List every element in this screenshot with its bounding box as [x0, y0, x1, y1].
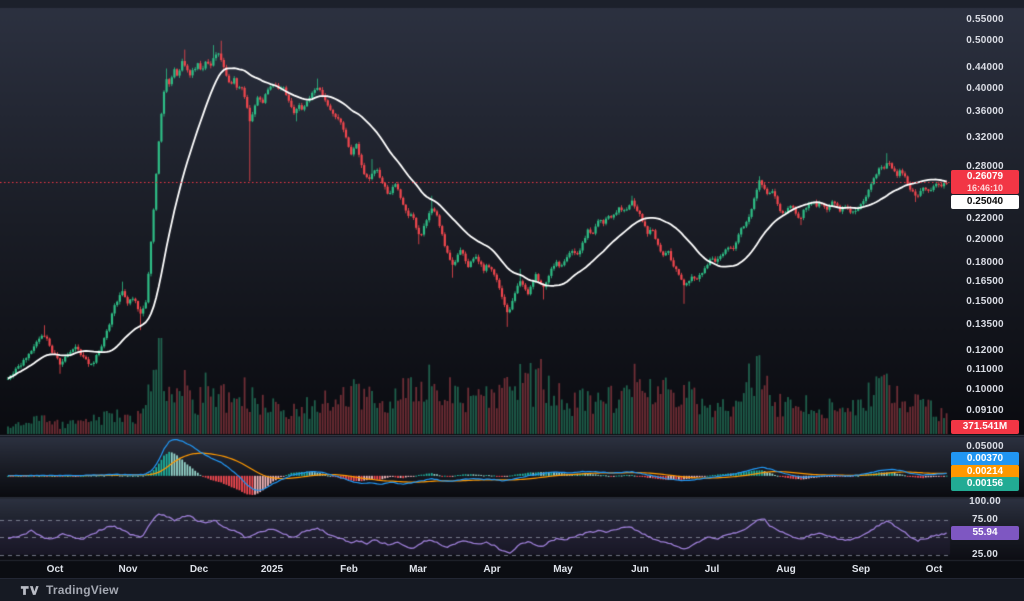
price-axis-label: 0.55000: [966, 14, 1004, 25]
price-axis-label: 0.22000: [966, 213, 1004, 225]
price-axis-label: 0.11000: [966, 363, 1004, 375]
time-axis-label: Oct: [46, 564, 64, 575]
price-axis-label: 0.50000: [966, 34, 1004, 46]
footer-bar: TradingView: [0, 578, 1024, 601]
tradingview-logo-icon[interactable]: [20, 585, 39, 596]
volume-value-badge: 371.541M: [951, 420, 1019, 434]
time-axis-label: May: [553, 564, 573, 575]
price-axis-label: 0.13500: [966, 319, 1004, 331]
price-axis-label: 0.32000: [966, 131, 1004, 143]
price-axis-label: 0.15000: [966, 296, 1004, 308]
time-axis-label: Apr: [483, 564, 501, 575]
time-axis-label: Dec: [189, 564, 209, 575]
price-axis-label: 0.36000: [966, 106, 1004, 118]
time-axis-label: Nov: [118, 564, 138, 575]
price-axis-label: 0.40000: [966, 83, 1004, 95]
chart-canvas[interactable]: [0, 0, 1024, 578]
price-axis-label: 0.10000: [966, 384, 1004, 396]
macd-histogram-badge: 0.00156: [951, 477, 1019, 491]
time-axis-label: Aug: [776, 564, 796, 575]
price-axis-label: 0.28000: [966, 160, 1004, 172]
last-price-badge: 0.26079 16:46:10: [951, 170, 1019, 195]
time-axis-label: Feb: [340, 564, 358, 575]
rsi-value-badge: 55.94: [951, 525, 1019, 540]
time-axis-label: Mar: [409, 564, 427, 575]
macd-signal-badge: 0.00214: [951, 464, 1019, 479]
macd-line-badge: 0.00370: [951, 452, 1019, 466]
bar-close-countdown: 16:46:10: [966, 183, 1004, 194]
time-axis-label: Jun: [631, 564, 649, 575]
price-axis-label: 0.18000: [966, 256, 1004, 268]
last-price-value: 0.26079: [966, 171, 1004, 183]
macd-axis-label: 0.05000: [966, 441, 1004, 452]
time-axis-label: Sep: [851, 564, 871, 575]
time-axis-label: 2025: [260, 564, 284, 575]
time-axis-label: Oct: [925, 564, 943, 575]
price-axis-label: 0.09100: [966, 404, 1004, 416]
rsi-axis-label: 75.00: [971, 513, 999, 525]
price-axis-label: 0.44000: [966, 62, 1004, 74]
rsi-axis-label: 100.00: [969, 496, 1001, 507]
rsi-axis-label: 25.00: [971, 548, 999, 560]
price-axis-label: 0.16500: [966, 275, 1004, 287]
time-axis-label: Jul: [704, 564, 720, 575]
ma-value-badge: 0.25040: [951, 195, 1019, 210]
price-axis-label: 0.20000: [966, 233, 1004, 245]
tradingview-brand-text[interactable]: TradingView: [46, 583, 119, 597]
price-axis-label: 0.12000: [966, 344, 1004, 356]
